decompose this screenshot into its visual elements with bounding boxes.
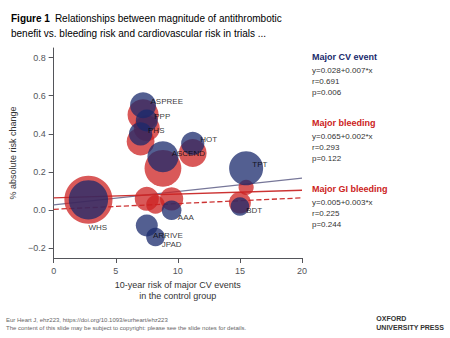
svg-text:OXFORD: OXFORD — [376, 315, 406, 322]
svg-text:ASCEND: ASCEND — [172, 149, 206, 158]
svg-text:UNIVERSITY PRESS: UNIVERSITY PRESS — [376, 324, 444, 331]
svg-text:0.6: 0.6 — [33, 91, 46, 101]
svg-text:0.2: 0.2 — [33, 167, 46, 177]
svg-text:r=0.691: r=0.691 — [312, 77, 340, 86]
svg-text:p=0.122: p=0.122 — [312, 154, 342, 163]
svg-text:Major GI bleeding: Major GI bleeding — [312, 184, 388, 194]
svg-text:10: 10 — [173, 266, 183, 276]
svg-text:r=0.293: r=0.293 — [312, 143, 340, 152]
svg-text:Relationships between magnitud: Relationships between magnitude of antit… — [55, 13, 282, 24]
svg-text:PHS: PHS — [148, 126, 164, 135]
svg-text:WHS: WHS — [88, 223, 107, 232]
svg-text:in the control group: in the control group — [139, 291, 216, 301]
svg-text:HOT: HOT — [200, 135, 217, 144]
svg-text:y=0.005+0.003*x: y=0.005+0.003*x — [312, 198, 373, 207]
svg-text:p=0.244: p=0.244 — [312, 220, 342, 229]
svg-text:TPT: TPT — [252, 160, 267, 169]
svg-text:benefit vs. bleeding risk and: benefit vs. bleeding risk and cardiovasc… — [11, 28, 266, 39]
svg-text:y=0.028+0.007*x: y=0.028+0.007*x — [312, 66, 373, 75]
svg-text:p=0.006: p=0.006 — [312, 88, 342, 97]
svg-text:Major CV event: Major CV event — [312, 52, 377, 62]
svg-text:0: 0 — [51, 266, 56, 276]
svg-text:r=0.225: r=0.225 — [312, 209, 340, 218]
svg-text:20: 20 — [297, 266, 307, 276]
svg-text:JPAD: JPAD — [162, 240, 182, 249]
svg-text:PPP: PPP — [154, 112, 170, 121]
svg-text:0.0: 0.0 — [33, 205, 46, 215]
svg-text:y=0.065+0.002*x: y=0.065+0.002*x — [312, 132, 373, 141]
svg-text:10-year risk of major CV event: 10-year risk of major CV events — [115, 280, 242, 290]
svg-text:The content of this slide may: The content of this slide may be subject… — [6, 325, 246, 331]
svg-text:0.8: 0.8 — [33, 53, 46, 63]
svg-text:−0.2: −0.2 — [28, 243, 46, 253]
svg-text:5: 5 — [113, 266, 118, 276]
svg-text:ASPREE: ASPREE — [151, 97, 183, 106]
svg-text:% absolute risk change: % absolute risk change — [8, 106, 18, 199]
svg-text:AAA: AAA — [178, 213, 195, 222]
svg-text:ARRIVE: ARRIVE — [153, 231, 183, 240]
svg-text:BDT: BDT — [246, 206, 262, 215]
svg-text:Major bleeding: Major bleeding — [312, 118, 376, 128]
svg-text:Eur Heart J, ehz223, https://d: Eur Heart J, ehz223, https://doi.org/10.… — [6, 317, 168, 323]
svg-text:Figure 1: Figure 1 — [11, 13, 50, 24]
svg-text:0.4: 0.4 — [33, 129, 46, 139]
svg-text:15: 15 — [235, 266, 245, 276]
